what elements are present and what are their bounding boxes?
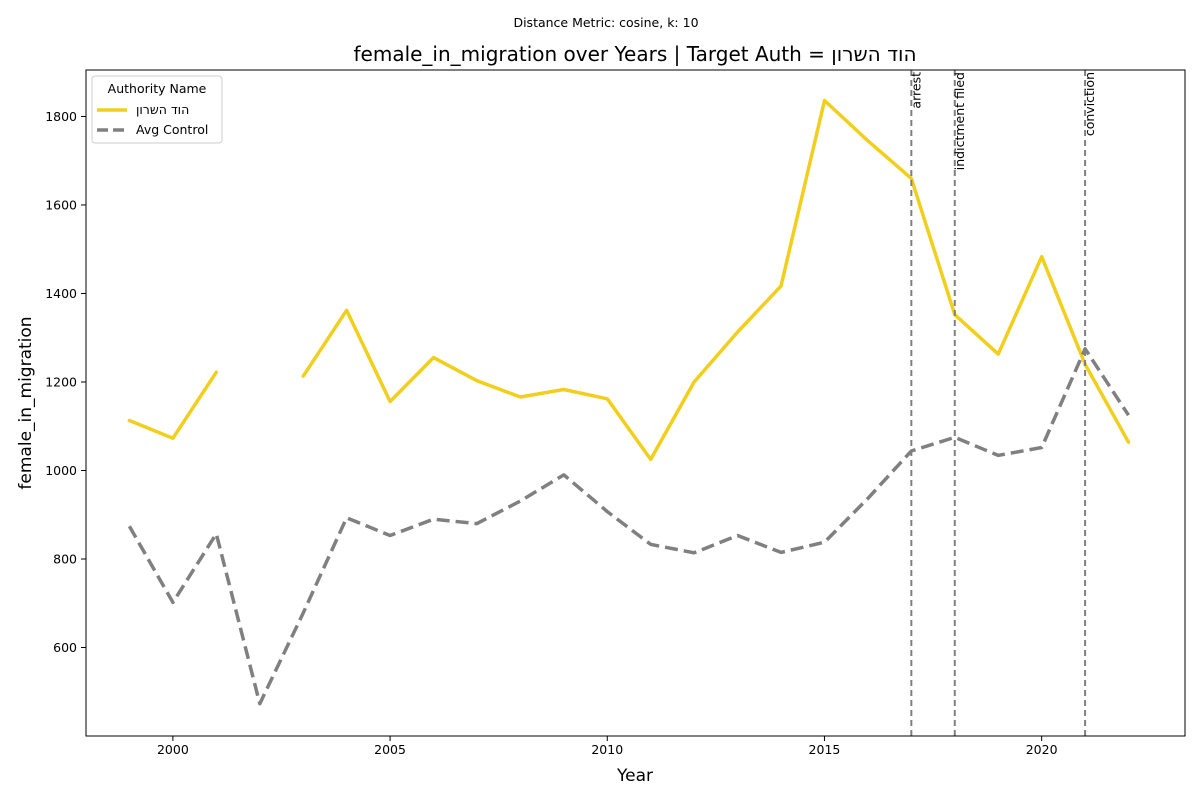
y-tick-label: 1200	[45, 374, 77, 389]
y-axis-label: female_in_migration	[16, 316, 36, 489]
y-tick-label: 1000	[45, 463, 77, 478]
plot-area: 2000 2005 2010 2015 2020 600 800 1000 1200 1400 16…	[45, 70, 1131, 757]
series-line-avg-control	[127, 347, 1130, 706]
x-tick-label: 2010	[591, 742, 623, 757]
y-tick-label: 800	[53, 551, 77, 566]
legend-box	[91, 75, 223, 144]
plot-frame	[85, 69, 1186, 737]
y-tick-label: 1400	[45, 286, 77, 301]
x-tick-label: 2005	[374, 742, 406, 757]
x-axis-label: Year	[616, 766, 653, 786]
event-label: indictment filed	[952, 72, 967, 170]
legend-label-target: הוד השרון	[136, 102, 189, 117]
y-tick-label: 600	[53, 640, 77, 655]
event-label: arrest	[908, 72, 923, 109]
chart-suptitle: Distance Metric: cosine, k: 10	[513, 15, 698, 30]
y-tick-label: 1600	[45, 197, 77, 212]
legend-label-control: Avg Control	[136, 122, 208, 137]
chart-title: female_in_migration over Years | Target …	[353, 42, 916, 66]
event-label: conviction	[1082, 72, 1097, 136]
series-line-target	[301, 98, 1131, 462]
x-tick-label: 2000	[157, 742, 189, 757]
x-tick-label: 2015	[809, 742, 841, 757]
y-tick-label: 1800	[45, 109, 77, 124]
legend-title: Authority Name	[108, 81, 207, 96]
series-line-target	[127, 370, 219, 440]
legend: Authority Name הוד השרון Avg Control	[91, 75, 223, 144]
x-tick-label: 2020	[1026, 742, 1058, 757]
